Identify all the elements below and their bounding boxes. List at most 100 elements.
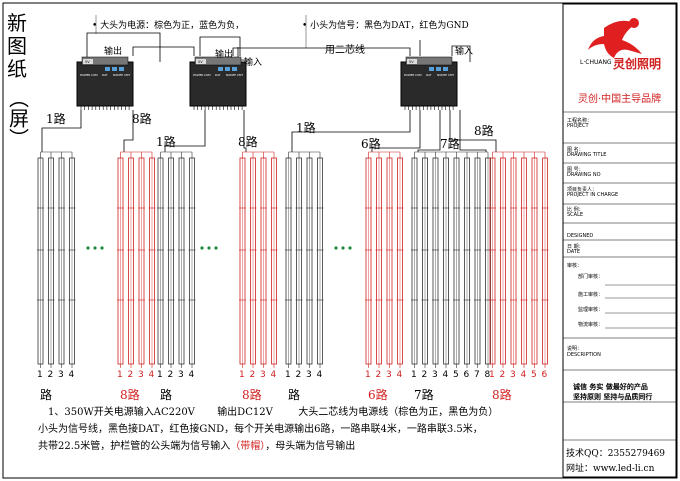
controller: 5V POWER COM DAT NODEE CMT bbox=[76, 56, 134, 110]
wire bbox=[449, 110, 497, 152]
tube-number: 3 bbox=[58, 370, 64, 380]
controller-terminal-label: COM bbox=[204, 73, 211, 77]
road-label: 7路 bbox=[440, 137, 460, 151]
tube-number: 1 bbox=[239, 370, 245, 380]
controller-screen bbox=[196, 59, 206, 64]
controller-screen bbox=[83, 59, 93, 64]
title-block-lines bbox=[563, 111, 676, 441]
brand-logo-icon bbox=[588, 18, 642, 58]
review-item: 监理审核： bbox=[578, 307, 604, 313]
ellipsis-dot bbox=[86, 246, 90, 250]
title-block-row-cn: 工程名称： bbox=[567, 118, 593, 124]
tube-group-label: 路 bbox=[288, 388, 301, 402]
ellipsis-dot bbox=[207, 246, 211, 250]
ellipsis-dot bbox=[93, 246, 97, 250]
tube-group-label: 8路 bbox=[242, 388, 262, 402]
title-block-row-en: DESIGNED bbox=[567, 233, 594, 239]
tube-group-label: 路 bbox=[40, 388, 53, 402]
tube-number: 1 bbox=[157, 370, 163, 380]
tube-number: 4 bbox=[270, 370, 277, 380]
wire bbox=[371, 110, 421, 152]
remark-cn: 说明： bbox=[567, 346, 583, 352]
controller-terminal-label: POWER bbox=[80, 73, 90, 77]
road-label: 8路 bbox=[238, 135, 258, 149]
wire bbox=[164, 110, 206, 152]
wire bbox=[86, 32, 161, 62]
tech-qq: 技术QQ：2355279469 bbox=[566, 449, 666, 459]
tube-number: 2 bbox=[499, 370, 506, 380]
side-title-char: 新 bbox=[7, 11, 27, 35]
tube-number: 3 bbox=[178, 370, 184, 380]
controller-terminal-label: COM bbox=[415, 73, 422, 77]
description-line-2: 小头为信号线，黑色接DAT，红色接GND，每个开关电源输出6路，一路串联4米，一… bbox=[38, 424, 483, 435]
tube-group-label: 7路 bbox=[414, 388, 434, 402]
review-item: 部门审核： bbox=[578, 274, 604, 280]
ellipsis-dot bbox=[348, 246, 352, 250]
tube-number: 5 bbox=[453, 370, 459, 380]
controller-terminal-label: CMT bbox=[448, 73, 454, 77]
wires bbox=[41, 15, 497, 152]
tube-number: 2 bbox=[249, 370, 256, 380]
tube-number: 3 bbox=[510, 370, 516, 380]
tube-number: 2 bbox=[167, 370, 174, 380]
tube-group bbox=[489, 151, 549, 368]
controller-terminal-label: POWER bbox=[193, 73, 203, 77]
controller-terminal-label: COM bbox=[91, 73, 98, 77]
tube-number: 5 bbox=[531, 370, 537, 380]
tube-group-label: 8路 bbox=[492, 388, 512, 402]
tube-number: 4 bbox=[396, 370, 403, 380]
slogan: 灵创·中国主导品牌 bbox=[578, 94, 662, 105]
port-in-label: 输入 bbox=[244, 58, 263, 68]
title-block-row-en: PROJECT bbox=[567, 123, 589, 129]
road-label: 1路 bbox=[156, 135, 176, 149]
note-big-head: • 大头为电源：棕色为正，蓝色为负， bbox=[92, 21, 245, 31]
side-title-char: 图 bbox=[7, 34, 27, 58]
tube-number: 2 bbox=[47, 370, 54, 380]
port-out-label: 输出 bbox=[104, 47, 123, 57]
road-label: 1路 bbox=[296, 121, 316, 135]
tubes bbox=[37, 151, 549, 368]
road-label: 6路 bbox=[361, 137, 381, 151]
controller-terminal-label: DAT bbox=[215, 73, 221, 77]
motto-1: 诚信 务实 做最好的产品 bbox=[573, 383, 648, 391]
wire bbox=[451, 45, 471, 62]
wire bbox=[459, 110, 487, 152]
title-block-row-cn: 项目负责人： bbox=[567, 187, 598, 193]
wire bbox=[199, 36, 241, 56]
tube-number: 2 bbox=[421, 370, 428, 380]
tube-number: 1 bbox=[37, 370, 43, 380]
website: 网址：www.led-li.cn bbox=[566, 464, 655, 474]
tube-number: 1 bbox=[365, 370, 371, 380]
road-label: 8路 bbox=[132, 112, 152, 126]
controller-terminal-label: DAT bbox=[102, 73, 108, 77]
tube-group bbox=[239, 151, 278, 368]
ellipsis-dot bbox=[214, 246, 218, 250]
controller-terminal-label: CMT bbox=[237, 73, 243, 77]
motto-2: 坚持原则 坚持与品质同行 bbox=[573, 393, 653, 401]
description-line-1: 1、350W开关电源输入AC220V 输出DC12V 大头二芯线为电源线（棕色为… bbox=[48, 407, 499, 418]
port-out-label: 输出 bbox=[215, 50, 234, 60]
tube-group bbox=[157, 151, 196, 368]
road-label: 1路 bbox=[46, 112, 66, 126]
tube-number: 3 bbox=[138, 370, 144, 380]
tube-number: 4 bbox=[188, 370, 195, 380]
port-in-label: 输入 bbox=[455, 47, 474, 57]
description-line-3: 共带22.5米管，护栏管的公头端为信号输入（带帽），母头端为信号输出 bbox=[38, 441, 356, 452]
ellipsis-dot bbox=[341, 246, 345, 250]
tube-number: 8 bbox=[484, 370, 491, 380]
tube-number: 6 bbox=[541, 370, 548, 380]
side-title-char: （屏） bbox=[5, 88, 30, 148]
controller-screen-label: 5V bbox=[85, 60, 90, 64]
tube-group-label: 路 bbox=[160, 388, 173, 402]
tube-group bbox=[411, 151, 492, 368]
tube-number: 1 bbox=[285, 370, 291, 380]
remark-en: DESCRIPTION bbox=[567, 352, 601, 358]
tube-number: 3 bbox=[260, 370, 266, 380]
ellipsis-dot bbox=[200, 246, 204, 250]
tube-number: 2 bbox=[295, 370, 302, 380]
tube-group-label: 8路 bbox=[120, 388, 140, 402]
